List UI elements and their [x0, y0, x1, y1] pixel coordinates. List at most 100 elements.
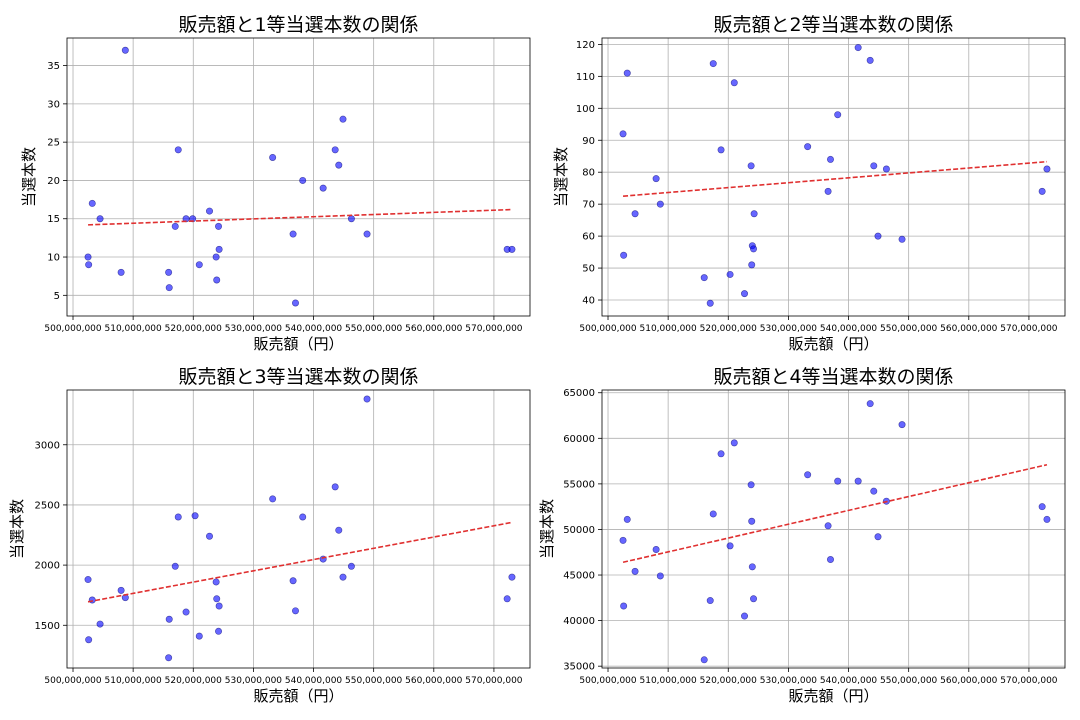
- data-point: [347, 215, 355, 223]
- data-point: [182, 608, 190, 616]
- data-point: [747, 481, 755, 489]
- data-point: [195, 261, 203, 269]
- y-tick-label: 90: [582, 136, 595, 147]
- data-point: [706, 597, 714, 605]
- x-tick-label: 540,000,000: [820, 324, 878, 334]
- data-point: [870, 487, 878, 495]
- data-point: [84, 576, 92, 584]
- x-tick-label: 570,000,000: [465, 324, 523, 334]
- data-point: [730, 79, 738, 87]
- data-point: [339, 573, 347, 581]
- x-tick-label: 540,000,000: [820, 676, 878, 686]
- data-point: [726, 270, 734, 278]
- x-tick-label: 550,000,000: [880, 676, 938, 686]
- data-point: [85, 261, 93, 269]
- x-tick-label: 560,000,000: [405, 676, 463, 686]
- data-point: [96, 215, 104, 223]
- data-point: [174, 513, 182, 521]
- data-point: [652, 546, 660, 554]
- x-tick-label: 530,000,000: [225, 324, 283, 334]
- data-point: [347, 562, 355, 570]
- x-tick-label: 510,000,000: [105, 324, 163, 334]
- data-point: [212, 253, 220, 261]
- data-point: [206, 532, 214, 540]
- data-point: [741, 290, 749, 298]
- y-tick-label: 25: [47, 138, 60, 149]
- subplot-1: 販売額と1等当選本数の関係 500,000,000 510,000,000 520,0…: [20, 14, 531, 353]
- chart-title: 販売額と1等当選本数の関係: [178, 14, 418, 36]
- y-tick-label: 35: [47, 61, 60, 72]
- plot-frame: [66, 37, 531, 317]
- trend-line: [622, 160, 1048, 197]
- x-tick-label: 540,000,000: [285, 324, 343, 334]
- y-tick-label: 45000: [563, 571, 595, 582]
- data-point: [299, 176, 307, 184]
- data-point: [631, 567, 639, 575]
- data-point: [709, 60, 717, 68]
- y-tick-label: 110: [576, 72, 595, 83]
- plot-frame: [601, 37, 1066, 317]
- x-axis-label: 販売額（円）: [253, 687, 343, 705]
- y-tick-label: 100: [576, 104, 595, 115]
- y-tick-label: 5: [54, 291, 60, 302]
- data-point: [84, 253, 92, 261]
- y-tick-label: 20: [47, 176, 60, 187]
- y-tick-label: 30: [47, 99, 60, 110]
- data-point: [854, 477, 862, 485]
- data-point: [898, 235, 906, 243]
- x-tick-label: 510,000,000: [640, 324, 698, 334]
- y-axis-label: 当選本数: [538, 499, 556, 559]
- y-axis-label: 当選本数: [8, 499, 26, 559]
- x-axis-label: 販売額（円）: [253, 335, 343, 353]
- data-point: [121, 46, 129, 54]
- data-point: [717, 450, 725, 458]
- y-tick-label: 70: [582, 200, 595, 211]
- x-tick-label: 530,000,000: [760, 676, 818, 686]
- data-point: [206, 207, 214, 215]
- x-tick-label: 530,000,000: [760, 324, 818, 334]
- data-point: [331, 146, 339, 154]
- data-point: [165, 615, 173, 623]
- data-point: [656, 200, 664, 208]
- y-tick-label: 60: [582, 232, 595, 243]
- data-point: [730, 439, 738, 447]
- y-tick-label: 1500: [35, 621, 60, 632]
- data-point: [117, 268, 125, 276]
- x-tick-label: 500,000,000: [44, 324, 102, 334]
- data-point: [717, 146, 725, 154]
- data-point: [195, 632, 203, 640]
- x-tick-label: 570,000,000: [1000, 324, 1058, 334]
- data-point: [88, 199, 96, 207]
- x-tick-label: 550,000,000: [345, 324, 403, 334]
- data-point: [882, 165, 890, 173]
- data-point: [741, 612, 749, 620]
- data-point: [866, 56, 874, 64]
- x-tick-label: 570,000,000: [1000, 676, 1058, 686]
- data-point: [165, 268, 173, 276]
- data-point: [826, 155, 834, 163]
- data-point: [1038, 503, 1046, 511]
- data-point: [213, 276, 221, 284]
- data-point: [619, 536, 627, 544]
- x-tick-label: 500,000,000: [579, 324, 637, 334]
- data-point: [289, 230, 297, 238]
- data-point: [620, 602, 628, 610]
- x-tick-label: 560,000,000: [940, 676, 998, 686]
- x-tick-label: 560,000,000: [940, 324, 998, 334]
- data-point: [866, 400, 874, 408]
- x-axis-label: 販売額（円）: [788, 687, 878, 705]
- x-tick-label: 510,000,000: [105, 676, 163, 686]
- data-point: [750, 210, 758, 218]
- y-tick-label: 35000: [563, 662, 595, 673]
- data-point: [331, 483, 339, 491]
- data-point: [700, 656, 708, 664]
- data-point: [171, 222, 179, 230]
- chart-title: 販売額と4等当選本数の関係: [713, 366, 953, 388]
- y-axis-label: 当選本数: [20, 147, 38, 207]
- x-tick-label: 560,000,000: [405, 324, 463, 334]
- x-tick-label: 530,000,000: [225, 676, 283, 686]
- data-point: [269, 153, 277, 161]
- data-point: [1043, 515, 1051, 523]
- data-point: [834, 477, 842, 485]
- data-point: [269, 495, 277, 503]
